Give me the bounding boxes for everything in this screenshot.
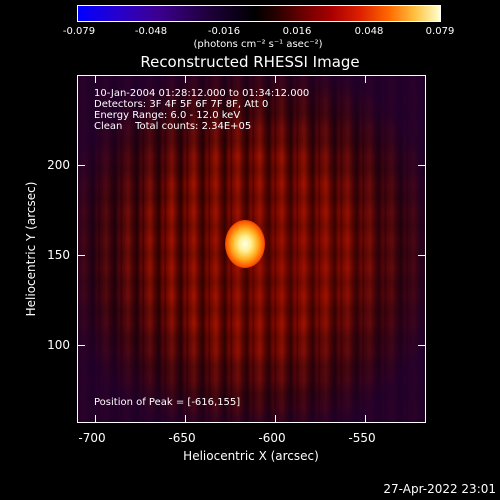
rhessi-image-plot[interactable] — [77, 75, 426, 423]
y-tick-label: 150 — [47, 248, 70, 262]
info-energy: Energy Range: 6.0 - 12.0 keV — [94, 110, 241, 121]
info-time: 10-Jan-2004 01:28:12.000 to 01:34:12.000 — [94, 88, 310, 99]
x-tickmark — [275, 415, 276, 423]
x-tickmark — [365, 415, 366, 423]
y-tickmark — [418, 255, 426, 256]
info-clean: Clean Total counts: 2.34E+05 — [94, 121, 252, 132]
render-timestamp: 27-Apr-2022 23:01 — [383, 482, 496, 496]
x-tick-label: -700 — [78, 431, 106, 445]
x-tickmark — [95, 415, 96, 423]
y-tickmark — [418, 165, 426, 166]
x-tickmark — [365, 75, 366, 83]
x-tickmark — [95, 75, 96, 83]
x-tickmark — [185, 415, 186, 423]
y-tickmark — [77, 255, 85, 256]
x-tick-label: -650 — [168, 431, 196, 445]
x-tick-label: -600 — [258, 431, 286, 445]
colorbar-tick: -0.079 — [62, 26, 96, 37]
colorbar-tick: 0.079 — [425, 26, 455, 37]
colorbar — [77, 5, 441, 22]
y-axis-label: Heliocentric Y (arcsec) — [24, 181, 38, 317]
colorbar-tick: -0.048 — [134, 26, 168, 37]
x-axis-label: Heliocentric X (arcsec) — [183, 449, 319, 463]
colorbar-tick: -0.016 — [207, 26, 241, 37]
colorbar-units: (photons cm⁻² s⁻¹ asec⁻²) — [193, 39, 323, 50]
y-tickmark — [77, 165, 85, 166]
colorbar-tick: 0.016 — [282, 26, 312, 37]
image-title: Reconstructed RHESSI Image — [140, 53, 360, 71]
info-peak-position: Position of Peak = [-616,155] — [94, 397, 241, 408]
y-tickmark — [418, 345, 426, 346]
y-tick-label: 200 — [47, 158, 70, 172]
flare-source — [225, 220, 265, 268]
y-tick-label: 100 — [47, 338, 70, 352]
y-tickmark — [77, 345, 85, 346]
x-tick-label: -550 — [348, 431, 376, 445]
x-tickmark — [185, 75, 186, 83]
colorbar-tick: 0.048 — [354, 26, 384, 37]
x-tickmark — [275, 75, 276, 83]
info-detectors: Detectors: 3F 4F 5F 6F 7F 8F, Att 0 — [94, 99, 269, 110]
